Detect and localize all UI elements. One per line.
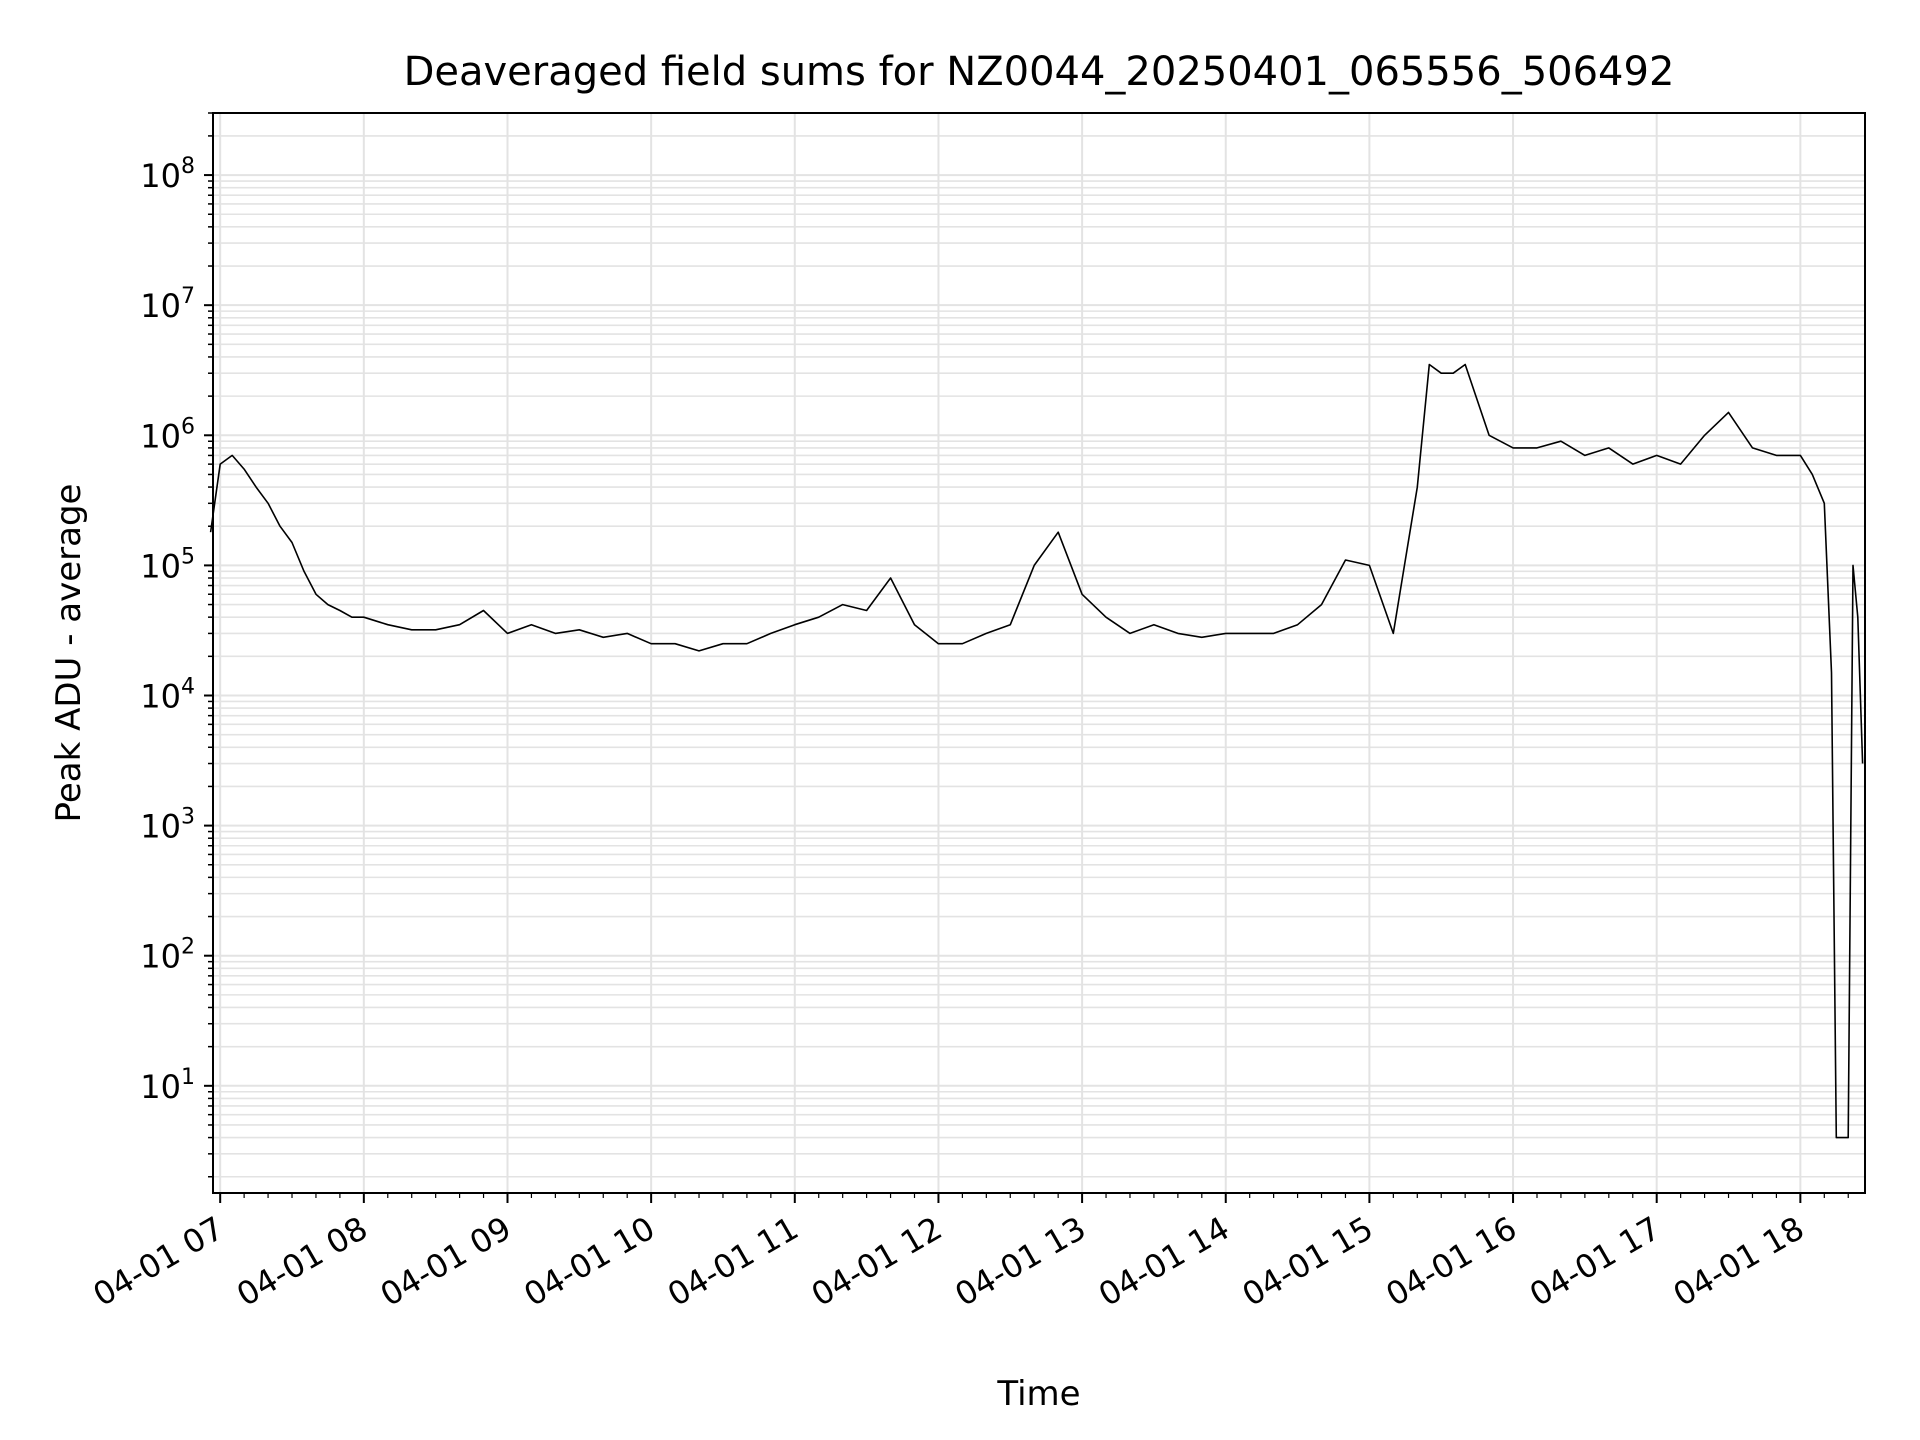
y-tick-label: 106 [140,414,195,455]
y-tick-label: 103 [140,805,195,846]
y-tick-label: 105 [140,544,195,585]
y-tick-label: 101 [140,1065,195,1106]
y-tick-label: 102 [140,935,195,976]
x-axis-label: Time [996,1374,1080,1414]
chart-title: Deaveraged field sums for NZ0044_2025040… [404,49,1675,95]
y-axis-label: Peak ADU - average [49,484,89,823]
series-layer [209,363,1864,1139]
y-tick-label: 104 [140,674,195,715]
grid-layer [213,112,1865,1193]
y-tick-label: 108 [140,154,195,195]
plot-frame [212,112,1866,1194]
series-line [209,363,1864,1139]
y-tick-label: 107 [140,284,195,325]
